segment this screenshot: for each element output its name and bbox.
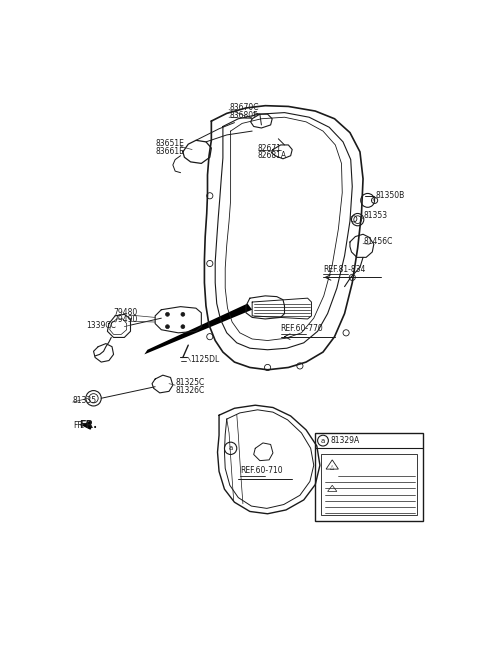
- Text: REF.60-710: REF.60-710: [240, 466, 282, 475]
- Text: 83670C: 83670C: [229, 104, 259, 112]
- Text: REF.81-834: REF.81-834: [323, 264, 365, 274]
- Bar: [322, 455, 417, 516]
- Text: REF.60-770: REF.60-770: [281, 324, 324, 333]
- Text: 81353: 81353: [363, 211, 387, 220]
- Text: 79480: 79480: [114, 308, 138, 317]
- Text: 82681A: 82681A: [258, 152, 287, 160]
- Text: 79490: 79490: [114, 316, 138, 324]
- Text: 83661E: 83661E: [155, 146, 184, 155]
- Text: 81325C: 81325C: [175, 379, 204, 388]
- Text: 81456C: 81456C: [363, 237, 393, 247]
- Circle shape: [181, 312, 185, 316]
- Text: 1125DL: 1125DL: [191, 356, 220, 364]
- Bar: [315, 433, 423, 522]
- Text: △: △: [330, 464, 335, 469]
- Polygon shape: [144, 304, 252, 354]
- Polygon shape: [83, 421, 90, 429]
- Text: FR.: FR.: [73, 420, 84, 430]
- Text: 83680F: 83680F: [229, 111, 258, 120]
- Text: 81350B: 81350B: [375, 192, 405, 200]
- Text: 81335: 81335: [73, 396, 97, 405]
- Circle shape: [181, 325, 185, 329]
- Text: FR.: FR.: [79, 420, 97, 430]
- Text: 81329A: 81329A: [331, 436, 360, 445]
- Text: 82671: 82671: [258, 144, 282, 153]
- Text: a: a: [228, 445, 233, 451]
- Text: 81326C: 81326C: [175, 386, 204, 395]
- Text: a: a: [321, 438, 325, 443]
- Circle shape: [166, 312, 169, 316]
- Circle shape: [166, 325, 169, 329]
- Text: 1339CC: 1339CC: [86, 321, 116, 329]
- Text: 83651E: 83651E: [155, 139, 184, 148]
